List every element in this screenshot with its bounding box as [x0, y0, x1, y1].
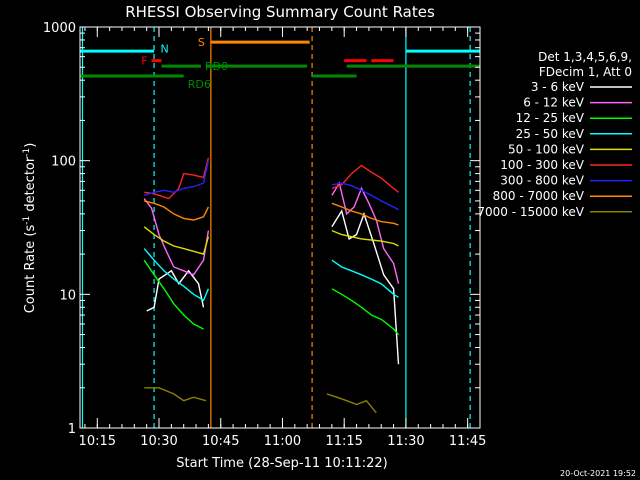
status-flags: NFSRD0RD6 — [80, 36, 480, 91]
series-line — [144, 387, 207, 402]
legend: Det 1,3,4,5,6,9, FDecim 1, Att 0 3 - 6 k… — [477, 50, 632, 219]
series-line — [143, 259, 204, 330]
legend-label: 100 - 300 keV — [500, 158, 584, 172]
legend-label: 6 - 12 keV — [523, 96, 585, 110]
series-line — [331, 259, 399, 298]
flag-label: S — [198, 36, 205, 49]
x-tick-label: 10:15 — [79, 434, 116, 449]
y-tick-label: 1000 — [43, 21, 76, 36]
legend-label: 7000 - 15000 keV — [477, 205, 584, 219]
series-line — [143, 226, 210, 255]
x-tick-label: 11:30 — [387, 434, 424, 449]
series-line — [144, 200, 210, 221]
series-line — [331, 229, 399, 247]
series-line — [331, 181, 400, 284]
legend-label: 3 - 6 keV — [531, 80, 585, 94]
interval-lines — [81, 27, 471, 428]
series-line — [331, 182, 399, 211]
flag-label: F — [141, 55, 147, 68]
series-line — [331, 288, 400, 336]
legend-header-line1: Det 1,3,4,5,6,9, — [538, 50, 632, 64]
legend-label: 50 - 100 keV — [508, 142, 585, 156]
x-axis-label: Start Time (28-Sep-11 10:11:22) — [176, 456, 387, 471]
series-line — [144, 157, 210, 200]
legend-label: 300 - 800 keV — [500, 174, 584, 188]
flag-label: RD6 — [188, 78, 211, 91]
plot-frame — [79, 26, 481, 429]
y-tick-label: 100 — [51, 155, 76, 170]
legend-header-line2: FDecim 1, Att 0 — [539, 65, 632, 79]
flag-label: N — [161, 43, 169, 56]
y-tick-label: 1 — [68, 422, 76, 437]
footer-date: 20-Oct-2021 19:52 — [560, 469, 636, 478]
x-tick-label: 10:30 — [140, 434, 177, 449]
data-series — [143, 157, 400, 414]
series-line — [143, 198, 210, 276]
chart-title: RHESSI Observing Summary Count Rates — [125, 3, 435, 21]
legend-label: 12 - 25 keV — [516, 111, 585, 125]
series-line — [143, 248, 210, 302]
x-tick-label: 11:15 — [325, 434, 362, 449]
series-line — [326, 393, 377, 414]
series-line — [146, 269, 205, 312]
axes: 1 10 100 1000 10:15 10:30 10:45 11:00 11:15 11:30… — [43, 21, 486, 449]
series-line — [331, 202, 399, 226]
legend-label: 25 - 50 keV — [516, 127, 585, 141]
x-tick-label: 11:45 — [449, 434, 486, 449]
x-tick-label: 10:45 — [202, 434, 239, 449]
legend-label: 800 - 7000 keV — [493, 189, 585, 203]
y-tick-label: 10 — [59, 288, 76, 303]
series-line — [143, 160, 210, 197]
y-axis-label: Count Rate (s-1 detector-1) — [22, 143, 38, 314]
series-line — [331, 164, 399, 193]
series-line — [331, 209, 400, 365]
x-tick-label: 11:00 — [264, 434, 301, 449]
